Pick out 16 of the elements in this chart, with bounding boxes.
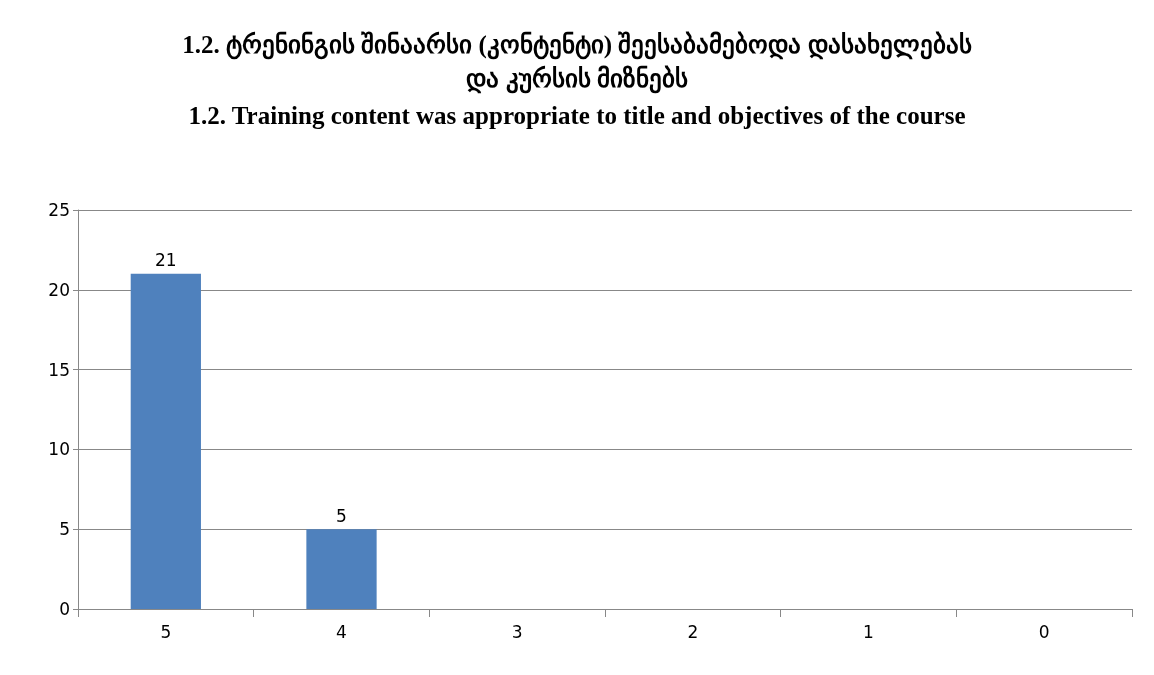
x-tick-label: 5: [160, 621, 172, 642]
data-label: 21: [155, 250, 177, 271]
chart-title: 1.2. ტრენინგის შინაარსი (კონტენტი) შეესაბამებოდა დასახელებას და კურსის მიზნებს: [182, 30, 972, 94]
x-tick-label: 0: [1038, 621, 1050, 642]
data-label: 5: [336, 505, 347, 526]
y-tick-label: 0: [59, 599, 70, 619]
y-tick-label: 5: [59, 519, 70, 540]
y-tick-label: 20: [48, 279, 70, 300]
y-tick-label: 15: [48, 359, 70, 380]
y-tick-label: 25: [48, 200, 70, 220]
x-tick-label: 1: [863, 621, 874, 642]
y-tick-label: 10: [48, 439, 70, 460]
chart-subtitle: 1.2. Training content was appropriate to title and objectives of the course: [188, 102, 966, 129]
x-tick-label: 3: [511, 621, 523, 642]
x-tick-label: 2: [687, 621, 699, 642]
x-tick-label: 4: [336, 621, 347, 642]
